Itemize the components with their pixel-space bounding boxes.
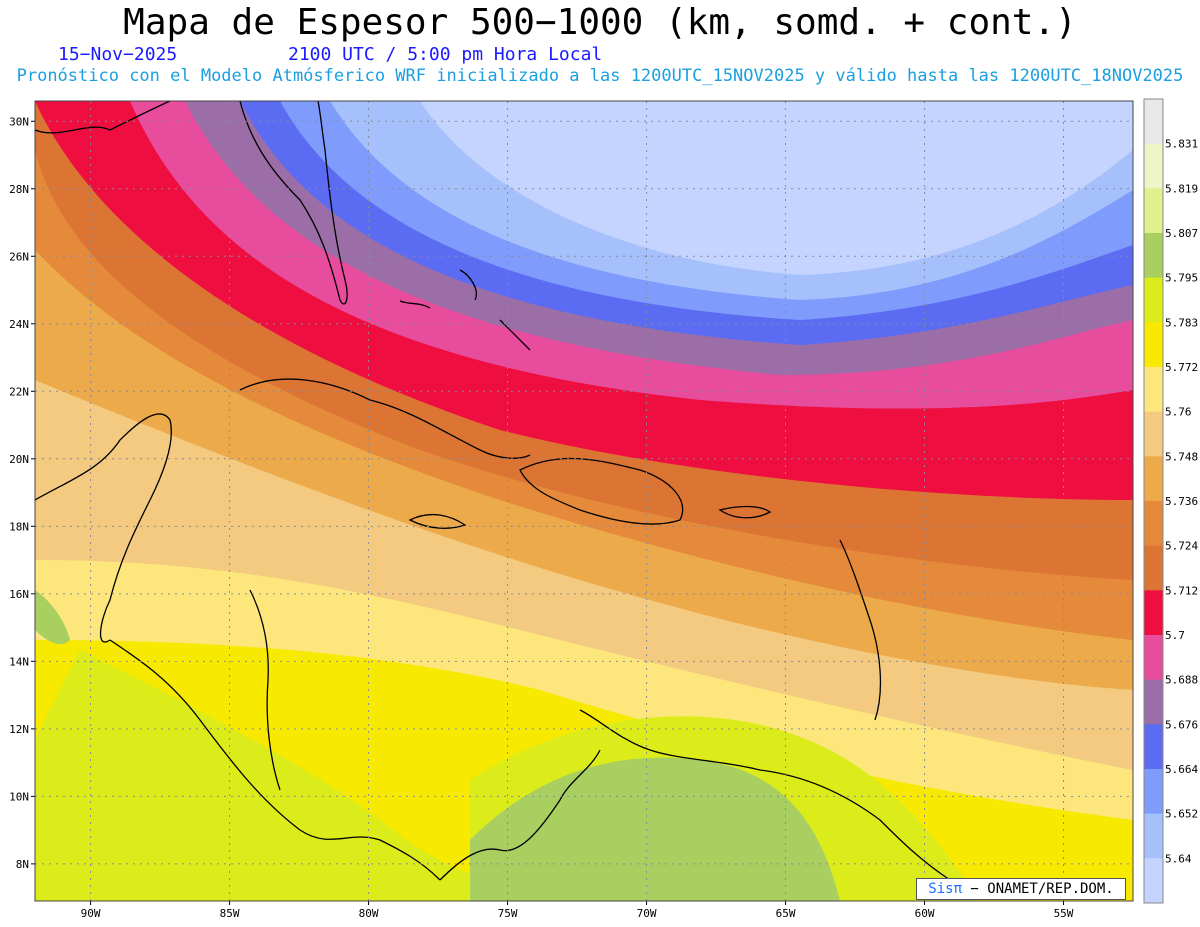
lat-tick-label: 14N bbox=[9, 655, 29, 668]
plot-frame bbox=[34, 100, 1134, 902]
colorbar-segment bbox=[1144, 367, 1163, 413]
lon-tick-label: 60W bbox=[915, 907, 935, 920]
colorbar: 5.831 5.819 5.807 5.795 5.783 5.772 5.76 5.748 5… bbox=[1143, 98, 1198, 904]
filled-contours bbox=[35, 101, 1133, 901]
colorbar-label: 5.64 bbox=[1165, 852, 1192, 865]
colorbar-label: 5.652 bbox=[1165, 808, 1198, 821]
colorbar-segment bbox=[1144, 99, 1163, 145]
colorbar-segment bbox=[1144, 545, 1163, 591]
colorbar-label: 5.724 bbox=[1165, 540, 1198, 553]
colorbar-label: 5.772 bbox=[1165, 361, 1198, 374]
colorbar-label: 5.76 bbox=[1165, 406, 1192, 419]
colorbar-label: 5.664 bbox=[1165, 763, 1198, 776]
lat-tick-label: 20N bbox=[9, 453, 29, 466]
colorbar-segment bbox=[1144, 679, 1163, 725]
colorbar-segment bbox=[1144, 724, 1163, 770]
lat-tick-label: 18N bbox=[9, 520, 29, 533]
lon-tick-label: 55W bbox=[1054, 907, 1074, 920]
colorbar-label: 5.795 bbox=[1165, 272, 1198, 285]
colorbar-segment bbox=[1144, 322, 1163, 368]
colorbar-label: 5.807 bbox=[1165, 227, 1198, 240]
colorbar-segment bbox=[1144, 813, 1163, 859]
colorbar-segment bbox=[1144, 233, 1163, 279]
sis-logo: Sisπ bbox=[928, 881, 962, 897]
colorbar-segment bbox=[1144, 188, 1163, 234]
colorbar-label: 5.736 bbox=[1165, 495, 1198, 508]
colorbar-label: 5.819 bbox=[1165, 182, 1198, 195]
lat-lon-grid bbox=[35, 101, 1133, 901]
lat-tick-label: 22N bbox=[9, 385, 29, 398]
colorbar-label: 5.7 bbox=[1165, 629, 1185, 642]
longitude-labels: 90W 85W 80W 75W 70W 65W 60W 55W bbox=[81, 901, 1074, 920]
band-5807 bbox=[470, 757, 840, 901]
colorbar-segment bbox=[1144, 456, 1163, 502]
lat-tick-label: 16N bbox=[9, 588, 29, 601]
colorbar-label: 5.783 bbox=[1165, 316, 1198, 329]
colorbar-segment bbox=[1144, 590, 1163, 636]
lon-tick-label: 70W bbox=[637, 907, 657, 920]
lat-tick-label: 24N bbox=[9, 318, 29, 331]
forecast-info: Pronóstico con el Modelo Atmósferico WRF… bbox=[16, 66, 1184, 86]
colorbar-segment bbox=[1144, 277, 1163, 323]
band-5795 bbox=[35, 650, 560, 901]
latitude-labels: 30N 28N 26N 24N 22N 20N 18N 16N 14N 12N 10N 8N bbox=[9, 115, 35, 871]
colorbar-segment bbox=[1144, 143, 1163, 189]
colorbar-segment bbox=[1144, 769, 1163, 815]
colorbar-frame bbox=[1143, 98, 1164, 904]
colorbar-segment bbox=[1144, 858, 1163, 904]
colorbar-segment bbox=[1144, 635, 1163, 681]
lat-tick-label: 28N bbox=[9, 183, 29, 196]
map-title: Mapa de Espesor 500−1000 (km, somd. + co… bbox=[123, 2, 1077, 43]
colorbar-segment bbox=[1144, 411, 1163, 457]
lon-tick-label: 80W bbox=[359, 907, 379, 920]
colorbar-label: 5.712 bbox=[1165, 584, 1198, 597]
lon-tick-label: 65W bbox=[776, 907, 796, 920]
forecast-time: 2100 UTC / 5:00 pm Hora Local bbox=[288, 44, 603, 65]
lat-tick-label: 12N bbox=[9, 723, 29, 736]
forecast-date: 15−Nov−2025 bbox=[58, 44, 178, 65]
credit-text: − ONAMET/REP.DOM. bbox=[962, 881, 1114, 897]
lon-tick-label: 75W bbox=[498, 907, 518, 920]
lat-tick-label: 26N bbox=[9, 250, 29, 263]
colorbar-label: 5.831 bbox=[1165, 138, 1198, 151]
lat-tick-label: 30N bbox=[9, 115, 29, 128]
lat-tick-label: 10N bbox=[9, 790, 29, 803]
lon-tick-label: 85W bbox=[220, 907, 240, 920]
coastlines bbox=[35, 101, 951, 881]
colorbar-label: 5.676 bbox=[1165, 718, 1198, 731]
lat-tick-label: 8N bbox=[16, 858, 29, 871]
colorbar-label: 5.688 bbox=[1165, 674, 1198, 687]
band-5807b bbox=[35, 590, 70, 645]
lon-tick-label: 90W bbox=[81, 907, 101, 920]
colorbar-segment bbox=[1144, 501, 1163, 547]
colorbar-label: 5.748 bbox=[1165, 450, 1198, 463]
credit-box: Sisπ − ONAMET/REP.DOM. bbox=[916, 878, 1126, 900]
